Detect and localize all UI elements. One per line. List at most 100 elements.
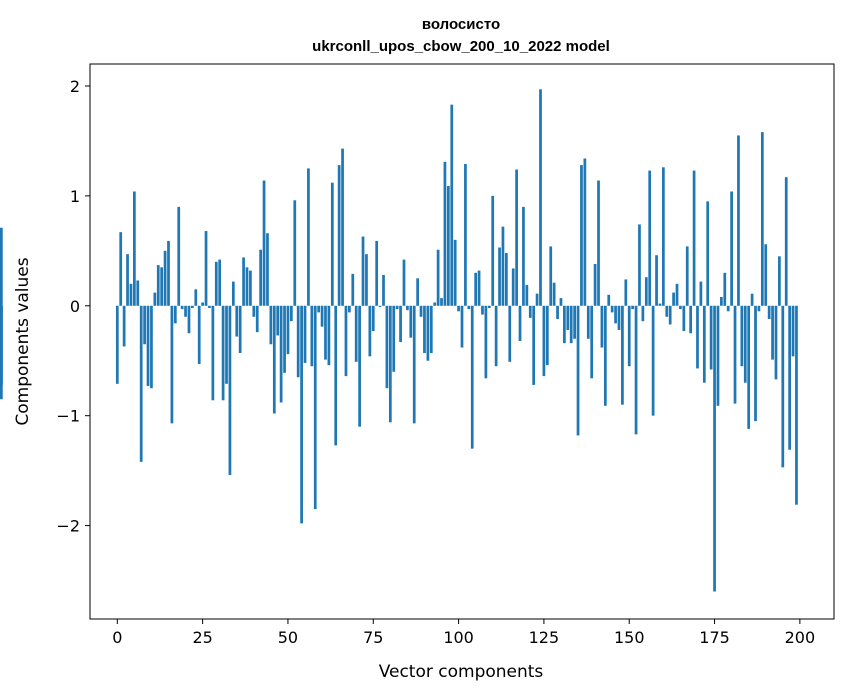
bar-45	[269, 305, 273, 345]
bar-174	[709, 305, 713, 370]
bar-92	[429, 305, 433, 354]
bar-20	[184, 305, 187, 317]
bar-22	[191, 305, 194, 308]
bar-75	[371, 305, 375, 332]
bar-115	[508, 305, 512, 362]
bar-2	[122, 305, 126, 347]
bar-46	[272, 305, 276, 414]
bar-103	[467, 305, 471, 310]
bar-91	[426, 305, 430, 361]
bar-25	[201, 302, 204, 306]
bar-57	[310, 305, 314, 367]
bar-160	[661, 167, 665, 306]
bar-190	[764, 244, 768, 306]
bar-153	[638, 224, 641, 306]
bar-11	[153, 292, 157, 306]
bar-66	[341, 148, 344, 306]
bar-27	[208, 305, 211, 308]
bar-39	[249, 270, 252, 306]
bar-172	[702, 305, 706, 383]
bar-99	[453, 239, 457, 306]
x-tick-label: 25	[192, 628, 212, 647]
bar-85	[406, 305, 409, 311]
bar-106	[477, 270, 481, 306]
bar-191	[767, 305, 771, 319]
bar-141	[597, 180, 600, 306]
y-tick-label: −1	[56, 407, 80, 426]
bar-199	[795, 305, 798, 505]
bar-97	[446, 185, 450, 306]
bar-140	[593, 264, 597, 306]
plot-frame	[89, 63, 835, 620]
bar-182	[737, 135, 740, 306]
bar-195	[781, 305, 785, 468]
bar-157	[651, 305, 655, 416]
bar-33	[228, 305, 232, 476]
bar-111	[494, 305, 498, 367]
x-tick-label: 150	[614, 628, 645, 647]
bar-62	[327, 305, 331, 366]
bar-193	[774, 305, 778, 380]
bar-undefined	[0, 227, 3, 306]
x-tick-label: 75	[363, 628, 383, 647]
bar-36	[238, 305, 242, 354]
bar-14	[163, 250, 167, 306]
bar-170	[696, 305, 699, 369]
bar-1	[119, 232, 123, 306]
bar-42	[259, 249, 263, 306]
bar-50	[286, 305, 290, 355]
bar-82	[395, 305, 399, 310]
bar-125	[542, 305, 546, 377]
bar-83	[399, 305, 402, 343]
bar-17	[173, 305, 177, 324]
bar-149	[624, 279, 628, 306]
bars-group	[0, 89, 798, 592]
bar-73	[365, 254, 368, 306]
bar-142	[600, 305, 604, 348]
x-axis-ticks: 0 25 50 75 100 125 150 175 200	[112, 619, 815, 647]
y-tick-label: −2	[56, 517, 80, 536]
bar-30	[218, 259, 222, 306]
bar-119	[522, 206, 525, 306]
x-tick-label: 0	[112, 628, 122, 647]
bar-5	[133, 191, 136, 306]
bar-187	[754, 305, 757, 422]
bar-34	[231, 281, 235, 306]
bar-90	[423, 305, 426, 354]
bar-124	[539, 89, 542, 306]
bar-137	[583, 158, 587, 306]
bar-161	[665, 305, 669, 317]
bar-71	[358, 305, 361, 427]
bar-122	[532, 305, 536, 385]
bar-59	[317, 305, 321, 313]
bar-139	[590, 305, 594, 379]
bar-84	[402, 259, 406, 306]
bar-24	[197, 305, 201, 365]
bar-100	[457, 305, 460, 312]
bar-31	[221, 305, 225, 401]
chart-subtitle: ukrconll_upos_cbow_200_10_2022 model	[312, 38, 610, 55]
bar-52	[293, 200, 297, 306]
bar-123	[535, 293, 539, 306]
bar-86	[409, 305, 413, 338]
bar-79	[385, 305, 389, 389]
bar-29	[214, 261, 218, 306]
bar-194	[778, 256, 781, 306]
bar-143	[603, 305, 607, 406]
bar-151	[631, 305, 635, 310]
bar-134	[573, 305, 576, 339]
bar-179	[726, 305, 730, 312]
bar-43	[262, 180, 266, 306]
bar-186	[750, 293, 754, 306]
bar-54	[300, 305, 303, 524]
bar-121	[528, 305, 532, 318]
bar-166	[682, 305, 686, 332]
bar-93	[433, 302, 437, 306]
bar-87	[412, 305, 416, 424]
bar-183	[740, 305, 744, 367]
bar-185	[747, 305, 751, 429]
bar-26	[204, 231, 208, 306]
bar-165	[679, 305, 682, 310]
bar-113	[501, 226, 505, 306]
